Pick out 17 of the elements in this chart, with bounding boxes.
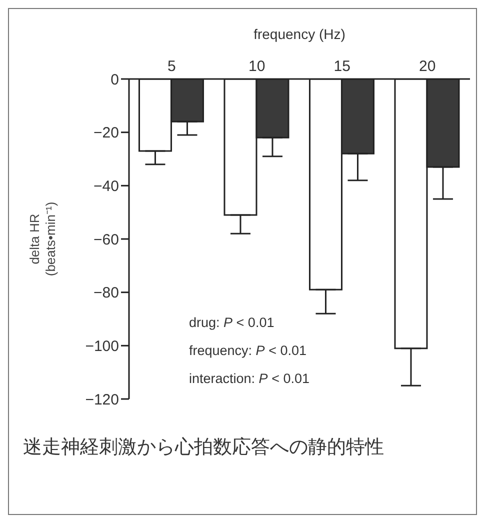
annotation: interaction: P < 0.01 <box>189 371 310 386</box>
y-tick-label: 0 <box>110 71 119 88</box>
annotation: frequency: P < 0.01 <box>189 343 306 358</box>
text: 迷走神経刺激から心拍数応答への静的特性 <box>23 435 384 460</box>
y-tick-label: −20 <box>94 124 119 142</box>
x-axis-title: frequency (Hz) <box>254 26 346 42</box>
y-tick-label: −100 <box>85 338 119 355</box>
x-tick-label: 5 <box>167 58 176 75</box>
y-tick-label: −120 <box>85 391 119 408</box>
y-tick-label: −80 <box>94 284 119 302</box>
x-tick-label: 20 <box>419 58 436 75</box>
x-tick-label: 10 <box>248 58 266 75</box>
annotation: drug: P < 0.01 <box>189 315 274 330</box>
y-tick-label: −40 <box>94 178 119 195</box>
x-tick-label: 15 <box>334 58 350 75</box>
y-axis-title: delta HR (beats•min⁻¹) <box>27 202 58 276</box>
y-tick-label: −60 <box>94 231 119 248</box>
